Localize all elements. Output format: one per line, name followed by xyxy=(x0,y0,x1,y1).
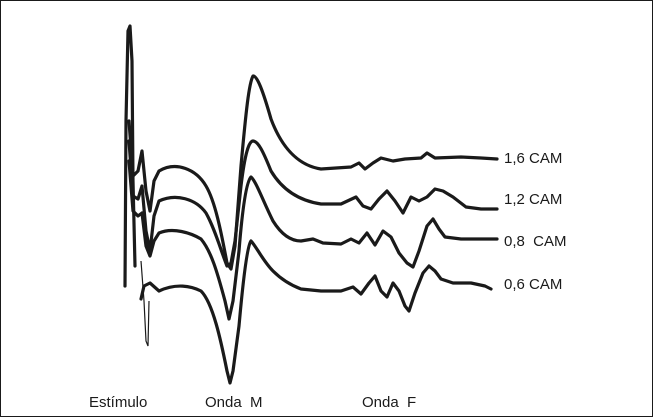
stimulus-label: Estímulo xyxy=(89,394,148,411)
trace-label-1-2-cam: 1,2 CAM xyxy=(504,191,563,208)
trace-label-0-8-cam: 0,8 CAM xyxy=(504,233,567,250)
trace-label-0-6-cam: 0,6 CAM xyxy=(504,276,563,293)
trace-1-2-cam xyxy=(127,139,499,268)
trace-1-6-cam xyxy=(127,74,499,271)
f-wave-label: Onda F xyxy=(362,394,417,411)
stimulus-artifact-tail xyxy=(140,260,150,347)
m-wave-label: Onda M xyxy=(205,394,263,411)
trace-label-1-6-cam: 1,6 CAM xyxy=(504,150,563,167)
trace-0-8-cam xyxy=(127,159,499,321)
trace-0-6-cam xyxy=(139,239,493,385)
